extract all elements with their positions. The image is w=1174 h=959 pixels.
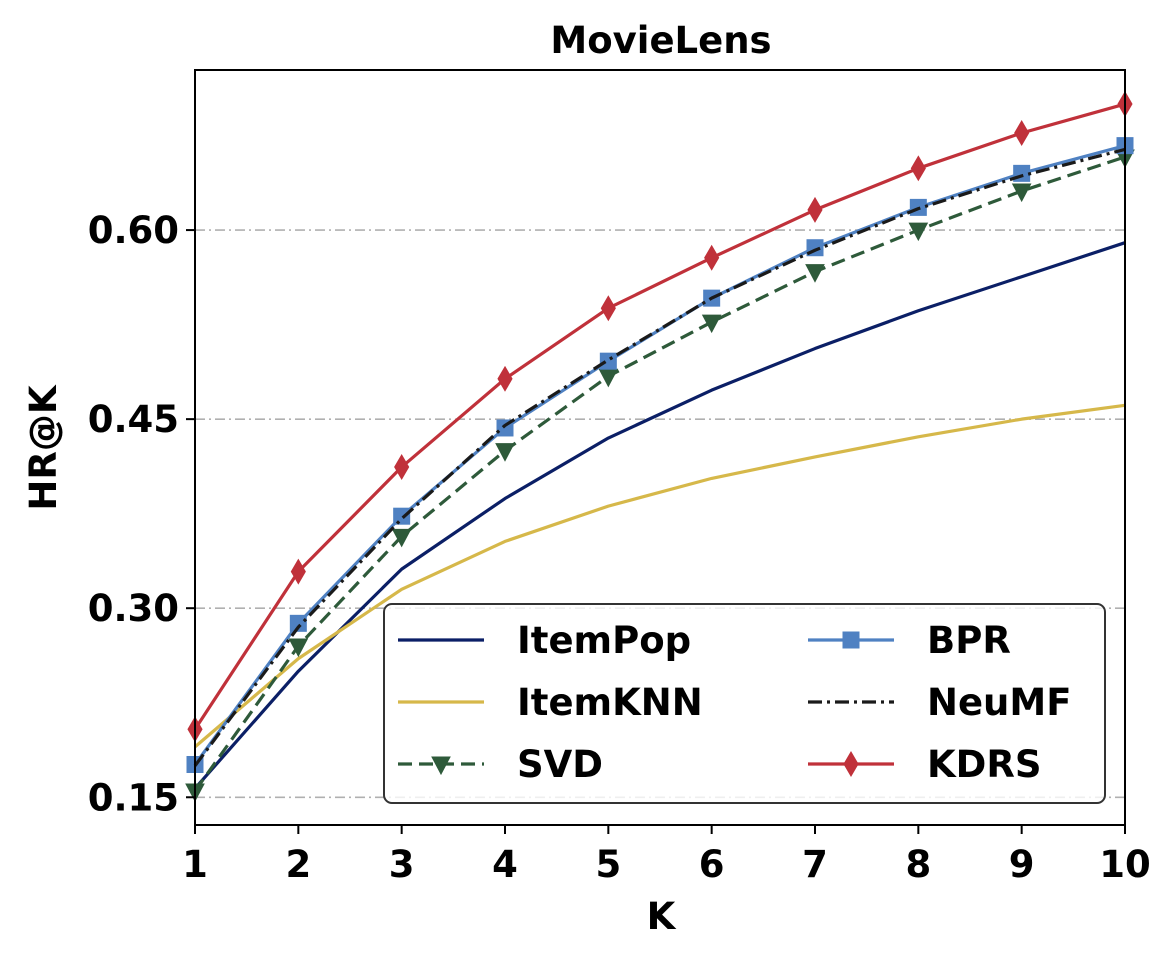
series-itemknn: [193, 403, 1126, 749]
legend-label-itemknn: ItemKNN: [517, 681, 703, 724]
series-svd: [185, 149, 1135, 803]
data-point-bpr: [393, 507, 411, 525]
chart-title: MovieLens: [550, 19, 771, 62]
data-point-svd: [701, 314, 722, 334]
plot-series: [185, 91, 1135, 803]
legend-item-neumf: NeuMF: [808, 681, 1072, 724]
data-point-kdrs: [807, 196, 823, 223]
x-tick-label: 6: [699, 843, 725, 886]
x-axis-title: K: [647, 895, 677, 938]
series-line-itempop: [193, 241, 1126, 790]
legend-marker-bpr: [842, 631, 860, 649]
y-tick-label: 0.60: [88, 209, 179, 252]
series-line-itemknn: [193, 403, 1126, 749]
x-tick-label: 4: [492, 843, 518, 886]
data-point-kdrs: [910, 155, 926, 182]
data-point-svd: [805, 264, 825, 283]
data-point-bpr: [289, 614, 307, 632]
data-point-svd: [391, 528, 412, 548]
legend-label-kdrs: KDRS: [927, 743, 1042, 786]
series-neumf: [193, 147, 1126, 767]
x-tick-label: 1: [182, 843, 208, 886]
x-tick-label: 5: [595, 843, 621, 886]
series-line-neumf: [193, 147, 1126, 767]
legend-item-itemknn: ItemKNN: [398, 681, 703, 724]
x-tick-label: 8: [905, 843, 931, 886]
legend-frame: [383, 603, 1106, 804]
data-point-kdrs: [704, 244, 720, 271]
plot-frame: [194, 69, 1126, 826]
x-tick-label: 10: [1099, 843, 1151, 886]
legend-label-neumf: NeuMF: [927, 681, 1072, 724]
data-point-kdrs: [394, 454, 410, 481]
legend-label-itempop: ItemPop: [517, 619, 691, 662]
legend-item-svd: SVD: [398, 743, 603, 786]
data-point-svd: [495, 443, 515, 462]
legend-item-bpr: BPR: [808, 619, 1011, 662]
series-itempop: [193, 241, 1126, 790]
legend: ItemPop ItemKNN SVD BPR NeuMF KDRS: [383, 603, 1106, 804]
axis-ticks: 0.15 0.30 0.45 0.60 1 2 3 4 5 6 7 8 9 10: [88, 209, 1151, 886]
data-point-kdrs: [497, 365, 513, 392]
x-tick-label: 2: [285, 843, 311, 886]
legend-label-bpr: BPR: [927, 619, 1011, 662]
x-tick-label: 9: [1009, 843, 1035, 886]
y-tick-label: 0.15: [88, 776, 179, 819]
y-axis-title: HR@K: [22, 384, 65, 510]
data-point-svd: [288, 638, 309, 658]
legend-marker-kdrs: [843, 751, 859, 777]
data-point-kdrs: [600, 295, 616, 322]
data-point-svd: [1011, 183, 1032, 203]
legend-marker-svd: [431, 756, 451, 776]
series-line-bpr: [193, 144, 1126, 766]
y-tick-label: 0.30: [88, 587, 179, 630]
legend-label-svd: SVD: [517, 743, 603, 786]
x-tick-label: 3: [389, 843, 415, 886]
series-line-kdrs: [193, 102, 1126, 731]
y-tick-label: 0.45: [88, 398, 179, 441]
legend-item-kdrs: KDRS: [808, 743, 1042, 786]
series-line-svd: [193, 155, 1126, 792]
series-kdrs: [187, 91, 1133, 743]
legend-item-itempop: ItemPop: [398, 619, 691, 662]
x-tick-label: 7: [802, 843, 828, 886]
data-point-kdrs: [290, 558, 306, 585]
data-point-bpr: [599, 352, 617, 370]
data-point-kdrs: [1014, 120, 1030, 147]
data-point-svd: [908, 222, 929, 242]
